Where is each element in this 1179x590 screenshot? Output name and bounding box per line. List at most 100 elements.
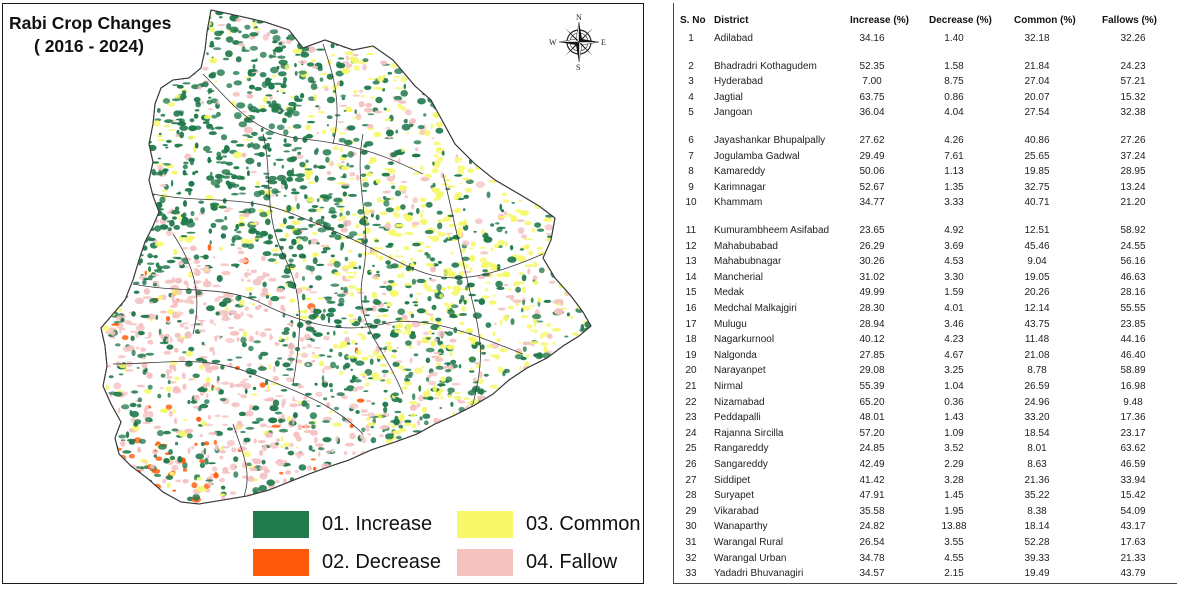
landcover-patch [478,298,486,305]
landcover-patch [532,321,539,324]
landcover-patch [137,60,145,66]
landcover-patch [522,341,531,346]
landcover-patch [168,410,174,417]
landcover-patch [300,92,305,99]
landcover-patch [272,253,281,257]
landcover-patch [284,446,289,450]
landcover-patch [209,319,214,324]
landcover-patch [437,327,441,330]
landcover-patch [555,493,561,496]
table-row: 1 Adilabad 34.16 1.40 32.18 32.26 [674,33,1177,48]
landcover-patch [258,304,263,308]
landcover-patch [179,45,187,51]
landcover-patch [487,28,493,34]
landcover-patch [101,298,102,303]
landcover-patch [166,139,172,143]
landcover-patch [587,403,591,411]
landcover-patch [348,462,355,469]
landcover-patch [216,111,221,117]
landcover-patch [168,449,174,455]
landcover-patch [356,14,363,20]
landcover-patch [197,85,202,91]
landcover-patch [301,498,305,504]
landcover-patch [251,421,260,424]
landcover-patch [578,136,584,141]
landcover-patch [507,388,515,393]
landcover-patch [121,272,131,277]
landcover-patch [183,299,193,304]
landcover-patch [328,32,333,35]
landcover-patch [383,372,386,378]
landcover-patch [359,481,366,485]
landcover-patch [584,277,591,282]
landcover-patch [375,87,384,90]
cell-common: 24.96 [1024,396,1050,408]
landcover-patch [178,191,181,195]
cell-sno: 2 [688,60,694,72]
landcover-patch [546,232,551,236]
landcover-patch [156,163,165,167]
landcover-patch [193,96,201,103]
landcover-patch [425,15,432,22]
table-row: 31 Warangal Rural 26.54 3.55 52.28 17.63 [674,537,1177,552]
landcover-patch [292,418,295,425]
landcover-patch [280,389,288,392]
landcover-patch [113,506,122,509]
landcover-patch [280,436,284,443]
landcover-patch [569,354,577,360]
landcover-patch [546,78,551,84]
landcover-patch [532,313,542,320]
landcover-patch [528,250,533,256]
landcover-patch [585,392,591,397]
landcover-patch [113,419,119,426]
landcover-patch [420,209,424,213]
landcover-patch [128,453,135,459]
landcover-patch [551,463,561,465]
landcover-patch [136,204,145,208]
landcover-patch [165,386,173,392]
landcover-patch [178,356,186,362]
landcover-patch [152,56,160,63]
landcover-patch [510,294,515,302]
landcover-patch [339,472,347,477]
landcover-patch [364,378,369,381]
landcover-patch [555,201,563,207]
landcover-patch [593,481,597,488]
landcover-patch [225,50,233,58]
landcover-patch [408,400,418,405]
landcover-patch [361,173,367,177]
landcover-patch [549,379,554,386]
landcover-patch [325,156,330,163]
landcover-patch [480,344,485,350]
landcover-patch [400,180,408,183]
landcover-patch [430,266,437,273]
landcover-patch [501,492,509,496]
landcover-patch [573,92,578,97]
landcover-patch [372,452,376,460]
landcover-patch [390,62,398,69]
landcover-patch [204,265,209,269]
landcover-patch [282,362,291,368]
landcover-patch [110,135,117,141]
landcover-patch [271,248,280,252]
landcover-patch [370,426,375,429]
landcover-patch [274,260,278,265]
landcover-patch [369,210,376,214]
landcover-patch [139,151,148,158]
landcover-patch [333,197,343,203]
landcover-patch [568,248,574,252]
landcover-patch [341,154,348,158]
cell-fallows: 23.85 [1120,318,1146,330]
landcover-patch [361,300,370,303]
landcover-patch [443,57,447,64]
landcover-patch [283,150,291,153]
landcover-patch [370,96,375,99]
landcover-patch [286,37,289,40]
landcover-patch [303,506,309,508]
landcover-patch [422,396,431,400]
landcover-patch [518,11,523,17]
landcover-patch [568,480,573,488]
landcover-patch [293,399,297,402]
landcover-patch [490,247,494,252]
landcover-patch [561,215,571,218]
